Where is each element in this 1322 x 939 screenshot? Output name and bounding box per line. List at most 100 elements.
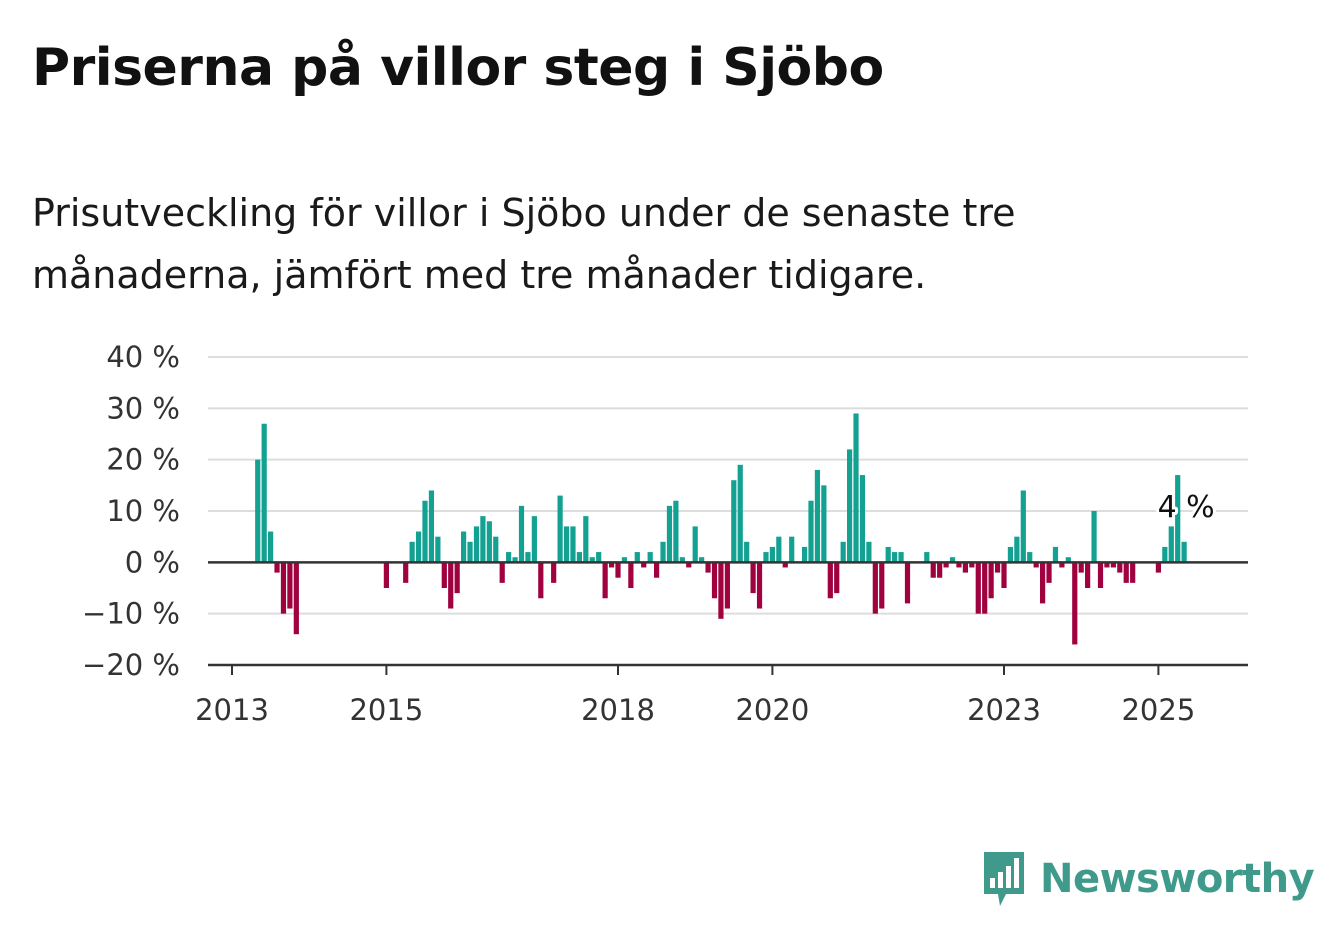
bar (821, 485, 827, 563)
bar (1130, 562, 1136, 583)
bar (898, 552, 904, 563)
bar (1104, 562, 1110, 568)
bar (1117, 562, 1123, 573)
bar (1007, 546, 1014, 563)
bar (885, 546, 891, 563)
bar (596, 552, 602, 563)
chart-subtitle: Prisutveckling för villor i Sjöbo under … (32, 191, 1016, 297)
bar (403, 562, 409, 583)
bar (293, 562, 299, 635)
bar (718, 562, 724, 619)
bar (982, 562, 988, 614)
bar (705, 562, 711, 573)
bar (647, 552, 653, 563)
bar (654, 562, 660, 578)
chart-title: Priserna på villor steg i Sjöbo (32, 38, 884, 98)
bar (673, 500, 679, 563)
bar (467, 541, 473, 563)
bar (435, 536, 441, 563)
bar (441, 562, 447, 588)
bar (1097, 562, 1104, 588)
bar (949, 557, 956, 563)
bar (904, 562, 911, 604)
bar (525, 552, 531, 563)
bar (268, 531, 274, 563)
bar (943, 562, 949, 568)
bar (744, 541, 750, 563)
bar (994, 562, 1001, 573)
x-tick-label: 2020 (735, 693, 809, 727)
bar (679, 557, 685, 563)
bar (1027, 552, 1033, 563)
bar (409, 541, 415, 563)
bar (782, 562, 788, 568)
bar (975, 562, 981, 614)
bar (428, 490, 435, 563)
bar (557, 495, 563, 563)
bar (711, 562, 718, 599)
bar (570, 526, 576, 563)
bar (1078, 562, 1084, 573)
newsworthy-logo: Newsworthy (980, 848, 1315, 910)
y-tick-label: 0 % (125, 545, 180, 579)
bar (255, 459, 261, 563)
bar (737, 464, 743, 563)
bar (589, 557, 595, 563)
bar (454, 562, 460, 594)
bar (666, 505, 673, 563)
bar (280, 562, 287, 614)
bar (486, 521, 492, 563)
brand-name: Newsworthy (1040, 856, 1315, 902)
bar (834, 562, 840, 594)
bar (1001, 562, 1007, 588)
bar (641, 562, 647, 568)
bar (1181, 541, 1187, 563)
bar (924, 552, 930, 563)
bar (461, 531, 467, 563)
x-tick-label: 2013 (195, 693, 269, 727)
bar (538, 562, 544, 599)
y-tick-label: −10 % (82, 597, 180, 631)
bar (930, 562, 936, 578)
bar (660, 541, 666, 563)
bar (602, 562, 608, 599)
bar (551, 562, 557, 583)
data-label: 4 % (1158, 490, 1215, 525)
bar (769, 546, 775, 563)
bar (808, 500, 814, 563)
bar (1052, 546, 1059, 563)
bar (499, 562, 505, 583)
bar (480, 516, 486, 563)
bar (731, 480, 737, 563)
bar (1123, 562, 1129, 583)
y-tick-label: 10 % (106, 494, 180, 528)
bar (1175, 475, 1181, 563)
bar (750, 562, 756, 594)
bar (814, 469, 821, 563)
bar (859, 475, 866, 563)
bar (1168, 526, 1174, 563)
bar (1091, 511, 1097, 563)
bar (840, 541, 846, 563)
bar (1033, 562, 1039, 568)
bar (962, 562, 968, 573)
x-tick-label: 2015 (349, 693, 423, 727)
bar (1020, 490, 1026, 563)
bar (608, 562, 615, 568)
bar (937, 562, 943, 578)
bar (1110, 562, 1116, 568)
bar (853, 413, 859, 563)
bar (615, 562, 621, 578)
bar (988, 562, 994, 599)
bar (287, 562, 293, 609)
x-tick-label: 2025 (1121, 693, 1195, 727)
y-tick-label: −20 % (82, 648, 180, 682)
y-tick-label: 30 % (106, 391, 180, 425)
bar (699, 557, 705, 563)
x-tick-label: 2018 (581, 693, 655, 727)
bar (563, 526, 570, 563)
bar (422, 500, 428, 563)
bar (692, 526, 698, 563)
newsworthy-logo-icon (984, 852, 1024, 906)
